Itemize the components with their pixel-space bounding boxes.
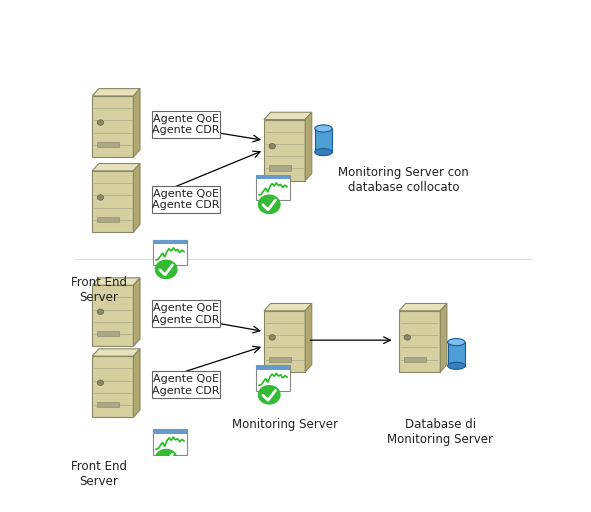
Polygon shape <box>92 349 140 356</box>
Ellipse shape <box>315 125 332 132</box>
FancyBboxPatch shape <box>152 371 220 398</box>
FancyBboxPatch shape <box>268 165 291 171</box>
Circle shape <box>98 195 103 200</box>
Polygon shape <box>92 96 134 157</box>
Polygon shape <box>264 311 305 372</box>
FancyBboxPatch shape <box>97 217 119 222</box>
Polygon shape <box>264 304 312 311</box>
Circle shape <box>98 380 103 386</box>
Circle shape <box>155 449 178 468</box>
Polygon shape <box>134 163 140 232</box>
Polygon shape <box>264 112 312 120</box>
Text: Agente QoE
Agente CDR: Agente QoE Agente CDR <box>152 188 220 210</box>
Ellipse shape <box>315 148 332 156</box>
FancyBboxPatch shape <box>97 142 119 147</box>
Circle shape <box>155 260 178 279</box>
Polygon shape <box>134 278 140 346</box>
FancyBboxPatch shape <box>152 111 220 138</box>
Circle shape <box>98 309 103 314</box>
FancyBboxPatch shape <box>256 365 290 370</box>
Polygon shape <box>305 304 312 372</box>
FancyBboxPatch shape <box>256 175 290 179</box>
Text: Agente QoE
Agente CDR: Agente QoE Agente CDR <box>152 374 220 395</box>
Polygon shape <box>399 311 440 372</box>
Circle shape <box>258 195 281 214</box>
Polygon shape <box>134 89 140 157</box>
Text: Agente QoE
Agente CDR: Agente QoE Agente CDR <box>152 303 220 325</box>
FancyBboxPatch shape <box>153 429 187 455</box>
Circle shape <box>258 385 281 404</box>
Circle shape <box>269 143 275 149</box>
Polygon shape <box>92 356 134 417</box>
Polygon shape <box>92 278 140 285</box>
Polygon shape <box>92 285 134 346</box>
Polygon shape <box>92 163 140 171</box>
FancyBboxPatch shape <box>447 342 465 366</box>
Text: Monitoring Server con
database collocato: Monitoring Server con database collocato <box>338 166 469 194</box>
Polygon shape <box>305 112 312 181</box>
Text: Database di
Monitoring Server: Database di Monitoring Server <box>387 418 493 446</box>
Ellipse shape <box>447 338 465 346</box>
FancyBboxPatch shape <box>315 129 332 152</box>
FancyBboxPatch shape <box>153 240 187 265</box>
Polygon shape <box>264 120 305 181</box>
Circle shape <box>404 335 411 340</box>
Text: Agente QoE
Agente CDR: Agente QoE Agente CDR <box>152 114 220 135</box>
FancyBboxPatch shape <box>97 402 119 408</box>
FancyBboxPatch shape <box>153 429 187 434</box>
FancyBboxPatch shape <box>152 186 220 213</box>
FancyBboxPatch shape <box>153 240 187 244</box>
Polygon shape <box>92 89 140 96</box>
Text: Monitoring Server: Monitoring Server <box>232 418 337 431</box>
FancyBboxPatch shape <box>404 356 426 362</box>
FancyBboxPatch shape <box>97 331 119 336</box>
FancyBboxPatch shape <box>256 365 290 391</box>
Polygon shape <box>440 304 447 372</box>
Ellipse shape <box>447 362 465 369</box>
Polygon shape <box>134 349 140 417</box>
FancyBboxPatch shape <box>256 175 290 200</box>
Circle shape <box>269 335 275 340</box>
FancyBboxPatch shape <box>152 301 220 327</box>
Polygon shape <box>92 171 134 232</box>
Polygon shape <box>399 304 447 311</box>
Text: Front End
Server: Front End Server <box>71 276 127 304</box>
FancyBboxPatch shape <box>268 356 291 362</box>
Circle shape <box>98 120 103 125</box>
Text: Front End
Server: Front End Server <box>71 460 127 487</box>
